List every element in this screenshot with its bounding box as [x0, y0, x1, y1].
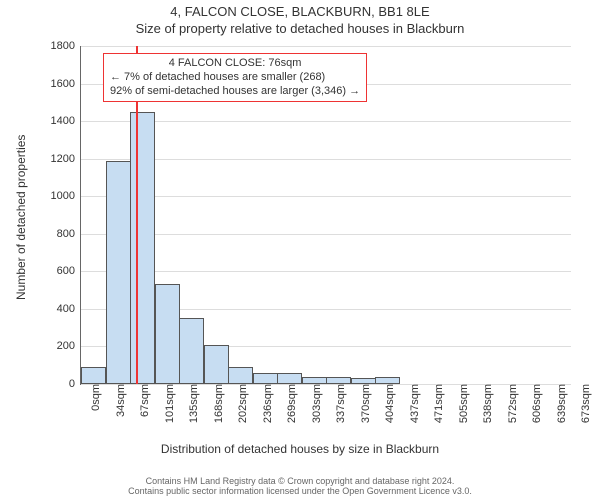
- x-tick-label: 572sqm: [503, 384, 519, 434]
- page-title-address: 4, FALCON CLOSE, BLACKBURN, BB1 8LE: [0, 0, 600, 19]
- x-tick-label: 337sqm: [331, 384, 347, 434]
- x-tick-label: 538sqm: [478, 384, 494, 434]
- x-tick-label: 370sqm: [356, 384, 372, 434]
- annotation-box: 4 FALCON CLOSE: 76sqm← 7% of detached ho…: [103, 53, 367, 102]
- x-tick-label: 34sqm: [111, 384, 127, 434]
- y-tick-label: 1800: [51, 40, 81, 52]
- histogram-bar: [375, 377, 400, 385]
- page-title-subtitle: Size of property relative to detached ho…: [0, 19, 600, 36]
- footer-attribution: Contains HM Land Registry data © Crown c…: [0, 476, 600, 496]
- y-tick-label: 800: [57, 228, 81, 240]
- annotation-line: 4 FALCON CLOSE: 76sqm: [110, 57, 360, 71]
- annotation-line: ← 7% of detached houses are smaller (268…: [110, 71, 360, 85]
- x-tick-label: 67sqm: [135, 384, 151, 434]
- x-tick-label: 404sqm: [380, 384, 396, 434]
- histogram-bar: [326, 377, 351, 385]
- x-tick-label: 202sqm: [233, 384, 249, 434]
- x-axis-label: Distribution of detached houses by size …: [0, 442, 600, 456]
- histogram-bar: [155, 284, 180, 384]
- y-tick-label: 1600: [51, 78, 81, 90]
- x-tick-label: 0sqm: [86, 384, 102, 434]
- x-tick-label: 606sqm: [527, 384, 543, 434]
- x-tick-label: 673sqm: [576, 384, 592, 434]
- x-tick-label: 168sqm: [209, 384, 225, 434]
- histogram-bar: [81, 367, 106, 384]
- x-tick-label: 269sqm: [282, 384, 298, 434]
- y-tick-label: 400: [57, 303, 81, 315]
- histogram-bar: [253, 373, 278, 384]
- x-tick-label: 471sqm: [429, 384, 445, 434]
- x-tick-label: 639sqm: [552, 384, 568, 434]
- gridline: [81, 46, 571, 47]
- footer-line-1: Contains HM Land Registry data © Crown c…: [0, 476, 600, 486]
- y-tick-label: 0: [69, 378, 81, 390]
- y-axis-label: Number of detached properties: [14, 135, 28, 300]
- y-tick-label: 1200: [51, 153, 81, 165]
- x-tick-label: 505sqm: [454, 384, 470, 434]
- y-tick-label: 1000: [51, 190, 81, 202]
- histogram-bar: [228, 367, 253, 384]
- x-tick-label: 101sqm: [160, 384, 176, 434]
- histogram-bar: [106, 161, 131, 384]
- histogram-bar: [302, 377, 327, 385]
- footer-line-2: Contains public sector information licen…: [0, 486, 600, 496]
- y-tick-label: 200: [57, 340, 81, 352]
- histogram-plot: 0200400600800100012001400160018000sqm34s…: [80, 46, 571, 385]
- annotation-line: 92% of semi-detached houses are larger (…: [110, 85, 360, 99]
- x-tick-label: 303sqm: [307, 384, 323, 434]
- x-tick-label: 437sqm: [405, 384, 421, 434]
- histogram-bar: [130, 112, 155, 384]
- x-tick-label: 135sqm: [184, 384, 200, 434]
- histogram-bar: [277, 373, 302, 384]
- histogram-bar: [179, 318, 204, 384]
- x-tick-label: 236sqm: [258, 384, 274, 434]
- y-tick-label: 600: [57, 265, 81, 277]
- gridline: [81, 384, 571, 385]
- histogram-bar: [204, 345, 229, 384]
- y-tick-label: 1400: [51, 115, 81, 127]
